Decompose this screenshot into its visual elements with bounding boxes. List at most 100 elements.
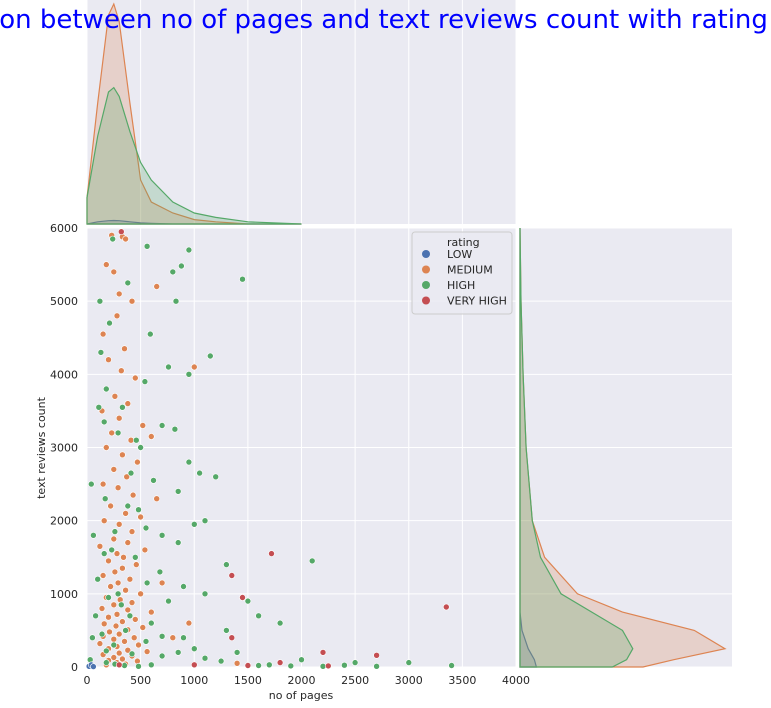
point-high	[108, 546, 115, 554]
point-medium	[124, 646, 132, 654]
point-high	[276, 619, 284, 627]
legend-label-medium: MEDIUM	[447, 264, 493, 277]
point-medium	[121, 638, 128, 645]
point-high	[180, 583, 187, 590]
point-high	[255, 662, 262, 669]
point-medium	[115, 520, 123, 528]
point-medium	[153, 495, 160, 503]
x-tick-label: 0	[84, 674, 91, 687]
point-high	[100, 550, 108, 557]
point-high	[132, 553, 139, 561]
legend-label-low: LOW	[447, 248, 472, 261]
y-tick-label: 3000	[50, 442, 78, 455]
point-medium	[148, 608, 155, 616]
point-medium	[139, 624, 147, 631]
point-medium	[119, 451, 126, 459]
point-medium	[112, 622, 120, 630]
legend-marker-medium	[422, 265, 430, 274]
legend-marker-very-high	[422, 296, 430, 305]
x-tick-labels: 0 500 1000 1500 2000 2500 3000 3500 4000	[84, 674, 531, 687]
point-high	[217, 657, 225, 665]
legend-box	[411, 231, 513, 315]
point-medium	[114, 579, 122, 587]
point-high	[341, 661, 348, 669]
top-kde-medium	[86, 2, 302, 225]
point-high	[119, 403, 126, 411]
point-high	[103, 647, 110, 655]
point-medium	[134, 458, 141, 466]
point-medium	[108, 429, 115, 437]
point-high	[405, 659, 413, 666]
point-medium	[139, 422, 147, 429]
point-high	[239, 275, 246, 283]
point-high	[128, 650, 136, 658]
point-medium	[100, 620, 108, 628]
point-medium	[153, 283, 160, 290]
legend-title: rating	[447, 236, 480, 249]
point-high	[142, 524, 150, 532]
point-high	[448, 662, 455, 669]
point-very-high	[373, 651, 380, 659]
point-medium	[143, 648, 151, 655]
point-medium	[158, 579, 166, 587]
point-medium	[103, 444, 110, 451]
point-high	[118, 601, 125, 609]
point-medium	[111, 568, 119, 576]
point-medium	[128, 528, 136, 535]
point-medium	[123, 473, 130, 481]
point-high	[137, 444, 144, 451]
point-medium	[115, 649, 123, 657]
x-tick-label: 2500	[341, 674, 369, 687]
point-high	[135, 506, 142, 514]
point-high	[98, 630, 106, 638]
point-high	[127, 469, 135, 477]
point-medium	[135, 641, 142, 649]
right-gridlines	[520, 227, 732, 668]
point-high	[105, 594, 112, 601]
point-medium	[110, 635, 118, 643]
point-medium	[124, 606, 132, 614]
point-high	[133, 436, 140, 444]
point-high	[172, 297, 180, 305]
point-high	[165, 363, 172, 371]
point-medium	[100, 517, 108, 525]
point-very-high	[319, 649, 327, 656]
point-medium	[105, 613, 112, 621]
point-high	[94, 575, 101, 583]
right-marginal-kde	[519, 227, 727, 668]
point-high	[124, 502, 132, 510]
point-medium	[122, 586, 129, 594]
point-medium	[121, 345, 128, 353]
point-high	[141, 378, 149, 385]
point-low	[90, 663, 97, 670]
point-high	[101, 495, 109, 503]
point-high	[191, 645, 198, 653]
point-medium	[137, 590, 144, 598]
point-medium	[99, 572, 107, 579]
point-very-high	[239, 594, 246, 601]
point-high	[233, 649, 241, 656]
point-high	[148, 619, 155, 627]
point-high	[124, 279, 132, 287]
point-high	[196, 469, 203, 477]
point-medium	[110, 268, 118, 276]
point-high	[143, 579, 151, 587]
point-medium	[107, 583, 114, 590]
point-high	[207, 352, 214, 360]
point-very-high	[228, 572, 236, 579]
point-high	[244, 597, 252, 605]
x-tick-label: 3500	[448, 674, 476, 687]
point-medium	[119, 564, 126, 572]
point-medium	[99, 480, 107, 488]
point-high	[142, 638, 150, 645]
point-high	[185, 458, 193, 466]
point-very-high	[268, 550, 275, 557]
point-medium	[128, 297, 136, 305]
scatter-points	[85, 228, 455, 670]
point-medium	[130, 634, 138, 642]
point-medium	[191, 363, 198, 371]
point-high	[178, 262, 185, 270]
point-high	[174, 649, 182, 656]
point-high	[106, 319, 113, 327]
point-high	[201, 517, 209, 525]
